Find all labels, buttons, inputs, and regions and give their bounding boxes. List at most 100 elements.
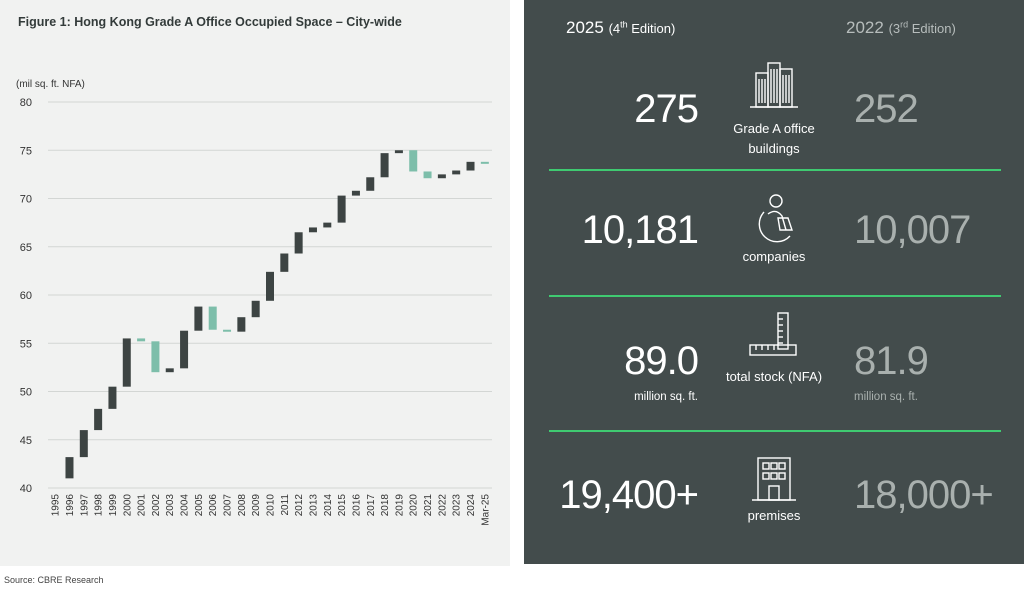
waterfall-bar-2022 — [437, 174, 446, 179]
companies-current-value: 10,181 — [581, 208, 699, 252]
x-tick-label: 2015 — [337, 494, 348, 517]
x-tick-label: 2019 — [394, 494, 405, 517]
waterfall-bar-2008 — [237, 317, 246, 332]
premises-label: premises — [747, 508, 801, 523]
x-tick-label: 2000 — [122, 494, 133, 517]
premises-previous-value: 18,000+ — [854, 473, 994, 517]
x-tick-label: 2014 — [323, 494, 334, 517]
x-tick-label: 2018 — [380, 494, 391, 517]
x-tick-label: 1996 — [65, 494, 76, 517]
y-tick-label: 45 — [20, 435, 32, 447]
metric-row-total-stock: 89.0 million sq. ft. total stock (NFA) 8… — [524, 305, 1024, 430]
waterfall-bar-1998 — [94, 408, 103, 431]
waterfall-chart: (mil sq. ft. NFA) 40 45 50 55 60 65 70 75 80 199… — [16, 79, 492, 526]
x-tick-label: 1999 — [108, 494, 119, 517]
waterfall-bar-2013 — [308, 227, 317, 233]
waterfall-bar-2005 — [194, 306, 203, 331]
x-tick-label: 1997 — [79, 494, 90, 517]
x-tick-label: 2023 — [452, 494, 463, 517]
current-edition-open: (4 — [608, 21, 621, 36]
x-tick-label: 2024 — [466, 494, 477, 517]
waterfall-bar-2015 — [337, 195, 346, 223]
x-tick-label: 2016 — [351, 494, 362, 517]
y-tick-label: 50 — [20, 387, 32, 399]
stock-previous-value: 81.9 — [854, 339, 929, 383]
buildings-label: Grade A office buildings — [733, 121, 815, 156]
stats-panel: 2025 (4th Edition) 2022 (3rd Edition) 27… — [524, 0, 1024, 564]
previous-edition-open: (3 — [888, 21, 901, 36]
waterfall-bar-2012 — [294, 232, 303, 254]
stock-previous-unit: million sq. ft. — [854, 391, 918, 403]
waterfall-bar-2016 — [351, 190, 360, 196]
x-tick-label: 2007 — [223, 494, 234, 517]
waterfall-bar-1999 — [108, 386, 117, 409]
x-tick-label: Mar-25 — [480, 494, 491, 526]
waterfall-bar-2004 — [180, 330, 189, 369]
x-tick-label: 2009 — [251, 494, 262, 517]
current-edition-rest: Edition) — [627, 21, 676, 36]
chart-panel: Figure 1: Hong Kong Grade A Office Occup… — [0, 0, 510, 566]
waterfall-bar-2014 — [323, 222, 332, 228]
waterfall-bar-2017 — [366, 177, 375, 191]
y-axis-unit-label: (mil sq. ft. NFA) — [16, 79, 85, 90]
waterfall-bar-2010 — [266, 271, 274, 301]
companies-label: companies — [742, 249, 806, 264]
y-tick-label: 60 — [20, 290, 32, 302]
x-tick-label: 2013 — [308, 494, 319, 517]
x-tick-label: 2008 — [237, 494, 248, 517]
companies-previous-value: 10,007 — [854, 208, 971, 252]
office-building-icon — [752, 457, 796, 501]
waterfall-bar-2001 — [137, 338, 146, 342]
previous-edition-header: 2022 (3rd Edition) — [846, 18, 956, 38]
x-tick-label: 1998 — [94, 494, 105, 517]
y-tick-label: 75 — [20, 145, 32, 157]
y-tick-label: 70 — [20, 194, 32, 206]
waterfall-bar-2023 — [452, 170, 461, 175]
y-tick-label: 65 — [20, 242, 32, 254]
current-edition-header: 2025 (4th Edition) — [566, 18, 675, 38]
waterfall-bar-mar-25 — [480, 161, 489, 164]
x-tick-label: 2012 — [294, 494, 305, 517]
divider-2 — [549, 295, 1001, 297]
previous-edition-year: 2022 — [846, 18, 884, 37]
stock-current-value: 89.0 — [624, 339, 699, 383]
waterfall-bar-2009 — [251, 300, 260, 318]
premises-current-value: 19,400+ — [559, 473, 699, 517]
metric-row-companies: 10,181 companies 10,007 — [524, 180, 1024, 295]
divider-3 — [549, 430, 1001, 432]
metric-row-buildings: 275 Grade A office buildings 252 — [524, 55, 1024, 170]
x-tick-label: 2005 — [194, 494, 205, 517]
waterfall-bar-2021 — [423, 171, 432, 179]
stock-label: total stock (NFA) — [725, 369, 823, 384]
current-edition-year: 2025 — [566, 18, 604, 37]
source-note: Source: CBRE Research — [4, 575, 104, 585]
y-tick-label: 80 — [20, 97, 32, 109]
stock-current-unit: million sq. ft. — [634, 391, 698, 403]
waterfall-bar-2007 — [223, 329, 232, 332]
metric-row-premises: 19,400+ premises 18,000+ — [524, 440, 1024, 560]
x-tick-label: 2011 — [280, 494, 291, 516]
y-tick-label: 40 — [20, 483, 32, 495]
x-tick-label: 1995 — [51, 494, 62, 517]
waterfall-bar-2011 — [280, 253, 289, 272]
buildings-previous-value: 252 — [854, 87, 919, 131]
ruler-icon — [749, 312, 797, 356]
waterfall-bar-2018 — [380, 153, 389, 178]
x-tick-label: 2004 — [180, 494, 191, 517]
x-tick-label: 2006 — [208, 494, 219, 517]
previous-edition-rest: Edition) — [908, 21, 956, 36]
waterfall-bar-2019 — [394, 150, 403, 154]
y-tick-label: 55 — [20, 338, 32, 350]
x-tick-label: 2022 — [437, 494, 448, 517]
waterfall-bar-2020 — [409, 150, 418, 172]
waterfall-bar-2024 — [466, 161, 475, 171]
x-tick-label: 2010 — [266, 494, 277, 517]
x-tick-label: 2021 — [423, 494, 434, 517]
x-tick-label: 2017 — [366, 494, 377, 517]
buildings-icon — [750, 62, 798, 108]
person-laptop-icon — [758, 194, 793, 243]
chart-title: Figure 1: Hong Kong Grade A Office Occup… — [18, 15, 402, 29]
divider-1 — [549, 169, 1001, 171]
waterfall-bar-1997 — [79, 430, 88, 458]
waterfall-bar-1996 — [65, 457, 74, 479]
